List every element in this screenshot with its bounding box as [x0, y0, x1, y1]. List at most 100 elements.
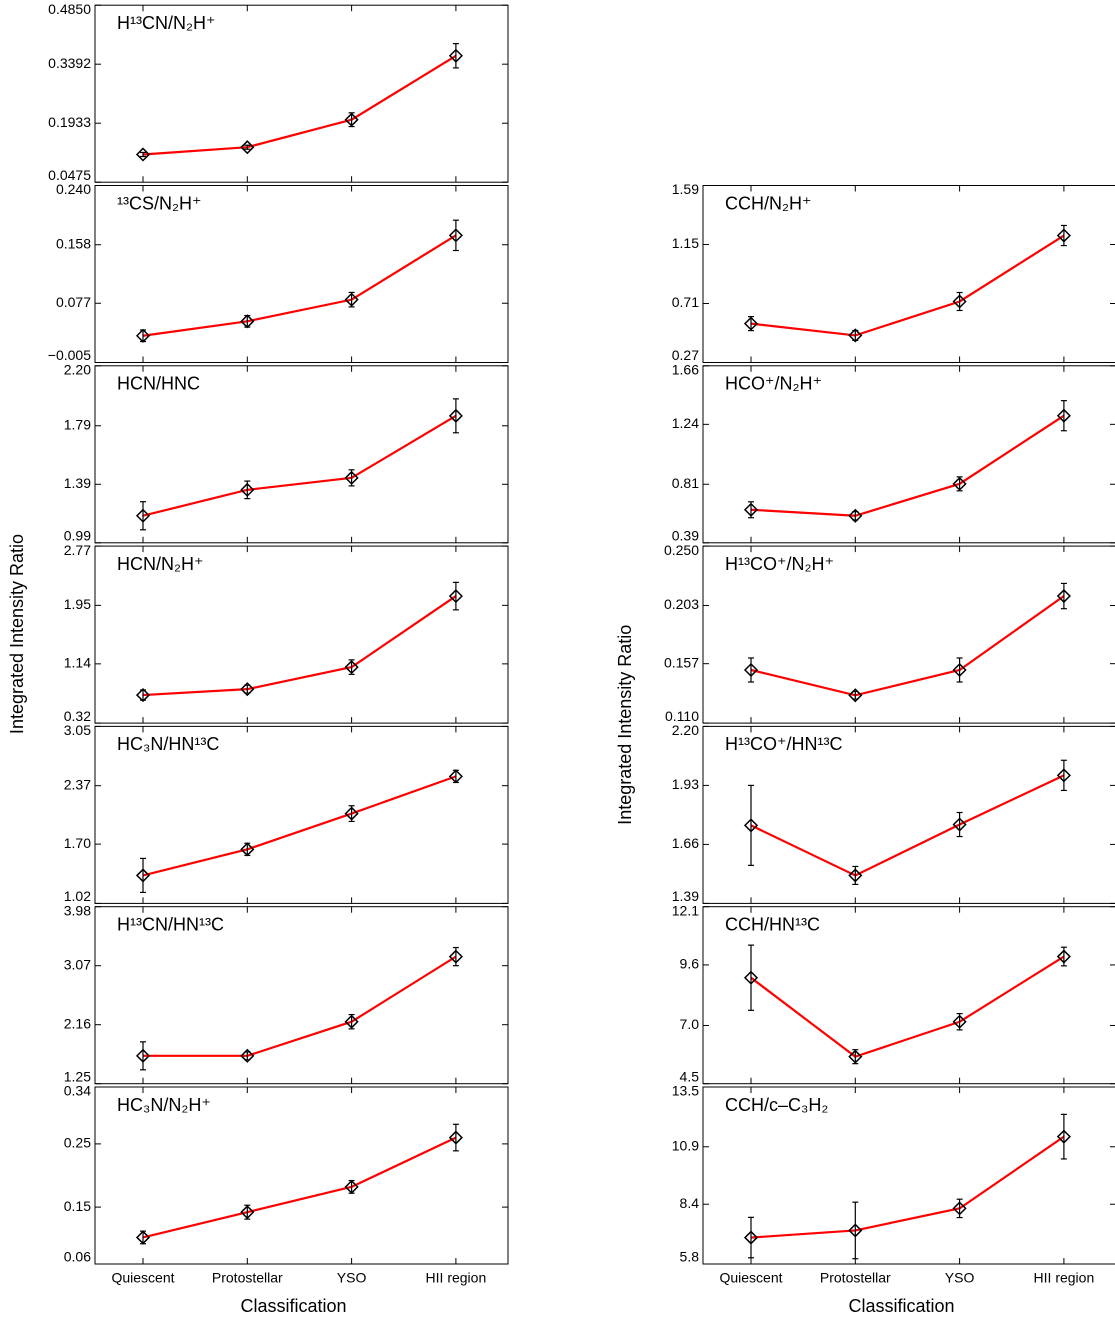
marker-diamond	[135, 1048, 151, 1063]
panel-frame	[702, 906, 1115, 1085]
error-bar	[1060, 759, 1067, 792]
marker-diamond	[952, 662, 967, 678]
marker	[448, 408, 463, 423]
y-tick-label: 3.07	[64, 956, 91, 972]
marker-diamond	[240, 1205, 255, 1220]
error-bar	[452, 43, 459, 69]
error-bar	[1060, 582, 1067, 610]
marker-diamond	[1056, 1129, 1071, 1144]
x-tick-label: YSO	[945, 1270, 975, 1286]
marker	[240, 314, 255, 329]
marker	[848, 328, 863, 343]
marker	[848, 688, 863, 703]
marker-diamond	[240, 314, 255, 329]
x-tick-label: Protostellar	[212, 1270, 283, 1286]
marker	[135, 508, 151, 523]
marker-diamond	[952, 817, 967, 832]
marker-diamond	[344, 1014, 359, 1029]
y-tick-label: 2.20	[672, 722, 699, 738]
marker-diamond	[848, 688, 863, 703]
marker	[240, 682, 255, 697]
marker	[952, 476, 967, 491]
marker	[448, 589, 463, 604]
marker-diamond	[848, 868, 863, 883]
y-tick-label: −0.005	[48, 347, 91, 363]
marker-diamond	[848, 1049, 863, 1064]
panel-frame	[94, 1086, 509, 1265]
x-tick-label: Protostellar	[820, 1270, 891, 1286]
marker	[344, 470, 359, 485]
marker	[1056, 768, 1071, 783]
marker	[1056, 1129, 1071, 1144]
series-line	[142, 234, 457, 337]
error-bar	[140, 151, 146, 158]
marker	[240, 140, 255, 155]
error-bar	[348, 1013, 355, 1030]
panel-title: HCO⁺/N₂H⁺	[725, 374, 822, 394]
panel-title: HC₃N/HN¹³C	[117, 734, 219, 754]
panel-title: HC₃N/N₂H⁺	[117, 1095, 211, 1115]
marker-diamond	[1056, 228, 1071, 243]
marker-diamond	[135, 688, 151, 703]
x-tick-label: HII region	[426, 1270, 487, 1286]
marker-diamond	[743, 970, 759, 985]
error-bar	[748, 1216, 754, 1259]
marker	[240, 1205, 255, 1220]
marker	[240, 482, 255, 497]
y-tick-label: 1.79	[64, 416, 91, 432]
error-bar	[748, 944, 754, 1011]
marker-diamond	[135, 868, 151, 883]
y-tick-label: 5.8	[680, 1249, 700, 1265]
marker	[240, 842, 255, 857]
panel-title: HCN/HNC	[117, 374, 200, 394]
marker-diamond	[135, 508, 151, 523]
marker-diamond	[135, 147, 151, 162]
y-tick-label: 0.27	[672, 347, 699, 363]
marker-diamond	[952, 476, 967, 491]
marker-diamond	[448, 228, 463, 243]
marker-diamond	[344, 470, 359, 485]
y-tick-label: 0.15	[64, 1198, 91, 1214]
y-tick-label: 0.158	[56, 235, 91, 251]
series-line	[143, 955, 457, 1057]
marker-diamond	[952, 294, 967, 309]
marker	[344, 660, 359, 675]
marker	[344, 1179, 359, 1194]
marker	[952, 662, 967, 678]
marker-diamond	[952, 1201, 967, 1216]
marker	[952, 817, 967, 832]
y-tick-label: 2.20	[64, 362, 91, 378]
marker-diamond	[1056, 408, 1071, 423]
marker-diamond	[952, 1014, 967, 1029]
marker	[743, 502, 759, 517]
y-tick-label: 0.99	[64, 528, 91, 544]
panel-title: H¹³CO⁺/HN¹³C	[725, 734, 842, 754]
marker-diamond	[743, 316, 759, 331]
y-tick-label: 10.9	[672, 1137, 699, 1153]
y-tick-label: 2.37	[64, 776, 91, 792]
error-bar	[1060, 1113, 1067, 1160]
error-bar	[348, 291, 355, 308]
series-line	[142, 414, 457, 517]
y-tick-label: 0.250	[664, 542, 699, 558]
marker-diamond	[240, 482, 255, 497]
series-line	[142, 1136, 457, 1239]
marker	[1056, 408, 1071, 423]
x-tick-label: HII region	[1034, 1270, 1095, 1286]
panel-title: H¹³CO⁺/N₂H⁺	[725, 554, 834, 574]
panel-title: CCH/N₂H⁺	[725, 193, 811, 213]
marker	[1056, 588, 1071, 604]
y-tick-label: 0.0475	[48, 167, 91, 183]
error-bar	[452, 219, 459, 252]
y-tick-label: 0.81	[672, 475, 699, 491]
series-line	[142, 54, 457, 156]
marker	[448, 1130, 463, 1145]
marker-diamond	[344, 660, 359, 675]
y-tick-label: 0.25	[64, 1135, 91, 1151]
y-tick-label: 0.71	[672, 294, 699, 310]
y-tick-label: 3.98	[64, 902, 91, 918]
marker	[135, 1230, 151, 1245]
marker	[344, 112, 359, 127]
marker	[1056, 949, 1071, 964]
marker	[135, 147, 151, 162]
